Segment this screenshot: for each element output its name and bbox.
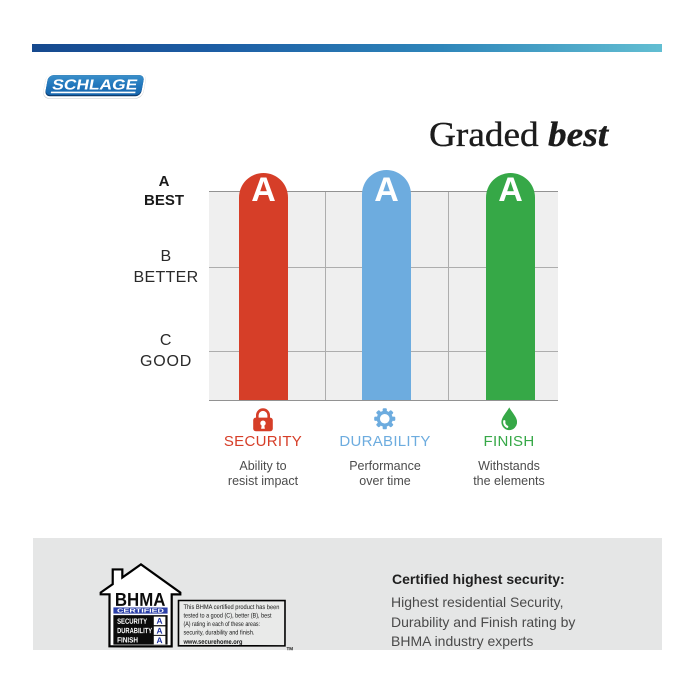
svg-text:SCHLAGE: SCHLAGE <box>51 78 139 94</box>
svg-text:security, durability and finis: security, durability and finish. <box>183 629 254 636</box>
svg-text:DURABILITY: DURABILITY <box>117 626 152 635</box>
svg-text:A: A <box>157 626 163 636</box>
svg-text:This BHMA certified product ha: This BHMA certified product has been <box>183 604 279 611</box>
svg-text:TM: TM <box>286 646 293 651</box>
svg-text:BHMA: BHMA <box>115 589 166 610</box>
svg-text:CERTIFIED: CERTIFIED <box>117 609 164 615</box>
svg-text:FINISH: FINISH <box>117 636 138 645</box>
svg-text:(A) rating in each of these ar: (A) rating in each of these areas: <box>183 621 260 628</box>
svg-text:www.securehome.org: www.securehome.org <box>183 639 243 646</box>
svg-text:tested to a good (C), better (: tested to a good (C), better (B), best <box>183 612 271 619</box>
svg-text:A: A <box>157 635 163 645</box>
svg-text:SECURITY: SECURITY <box>117 617 147 626</box>
svg-text:A: A <box>157 616 163 626</box>
